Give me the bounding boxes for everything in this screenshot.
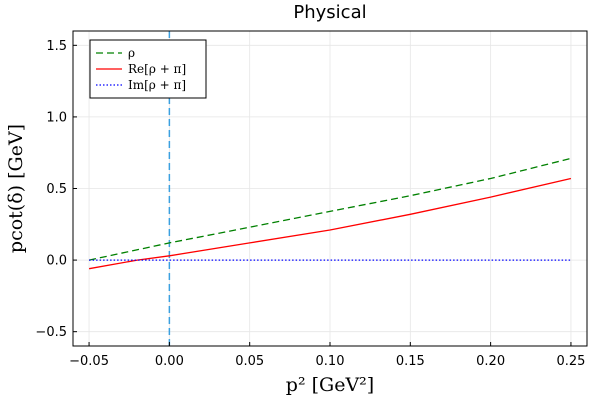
- chart-title: Physical: [293, 2, 366, 23]
- legend-label-2: Im[ρ + π]: [128, 78, 186, 92]
- ticks: −0.05 0.00 0.05 0.10 0.15 0.20 0.25 −0.5 0.0 0.5 1…: [35, 39, 585, 369]
- x-tick-label: 0.20: [476, 354, 505, 369]
- y-tick-label: 1.5: [46, 39, 67, 54]
- legend-label-0: ρ: [128, 46, 135, 60]
- legend: ρ Re[ρ + π] Im[ρ + π]: [89, 39, 207, 99]
- series-layer: [88, 157, 572, 270]
- y-axis-label: pcot(δ) [GeV]: [5, 124, 27, 253]
- legend-label-1: Re[ρ + π]: [128, 62, 186, 76]
- x-tick-label: 0.00: [155, 354, 184, 369]
- series-line-1: [88, 177, 572, 270]
- y-tick-label: −0.5: [35, 325, 67, 340]
- x-tick-label: −0.05: [69, 354, 109, 369]
- y-tick-label: 1.0: [46, 110, 67, 125]
- x-tick-label: 0.05: [235, 354, 264, 369]
- y-tick-label: 0.0: [46, 254, 67, 269]
- x-tick-label: 0.15: [396, 354, 425, 369]
- x-tick-label: 0.10: [316, 354, 345, 369]
- y-tick-label: 0.5: [46, 182, 67, 197]
- x-axis-label: p² [GeV²]: [286, 374, 374, 396]
- x-tick-label: 0.25: [556, 354, 585, 369]
- series-line-0: [88, 157, 572, 261]
